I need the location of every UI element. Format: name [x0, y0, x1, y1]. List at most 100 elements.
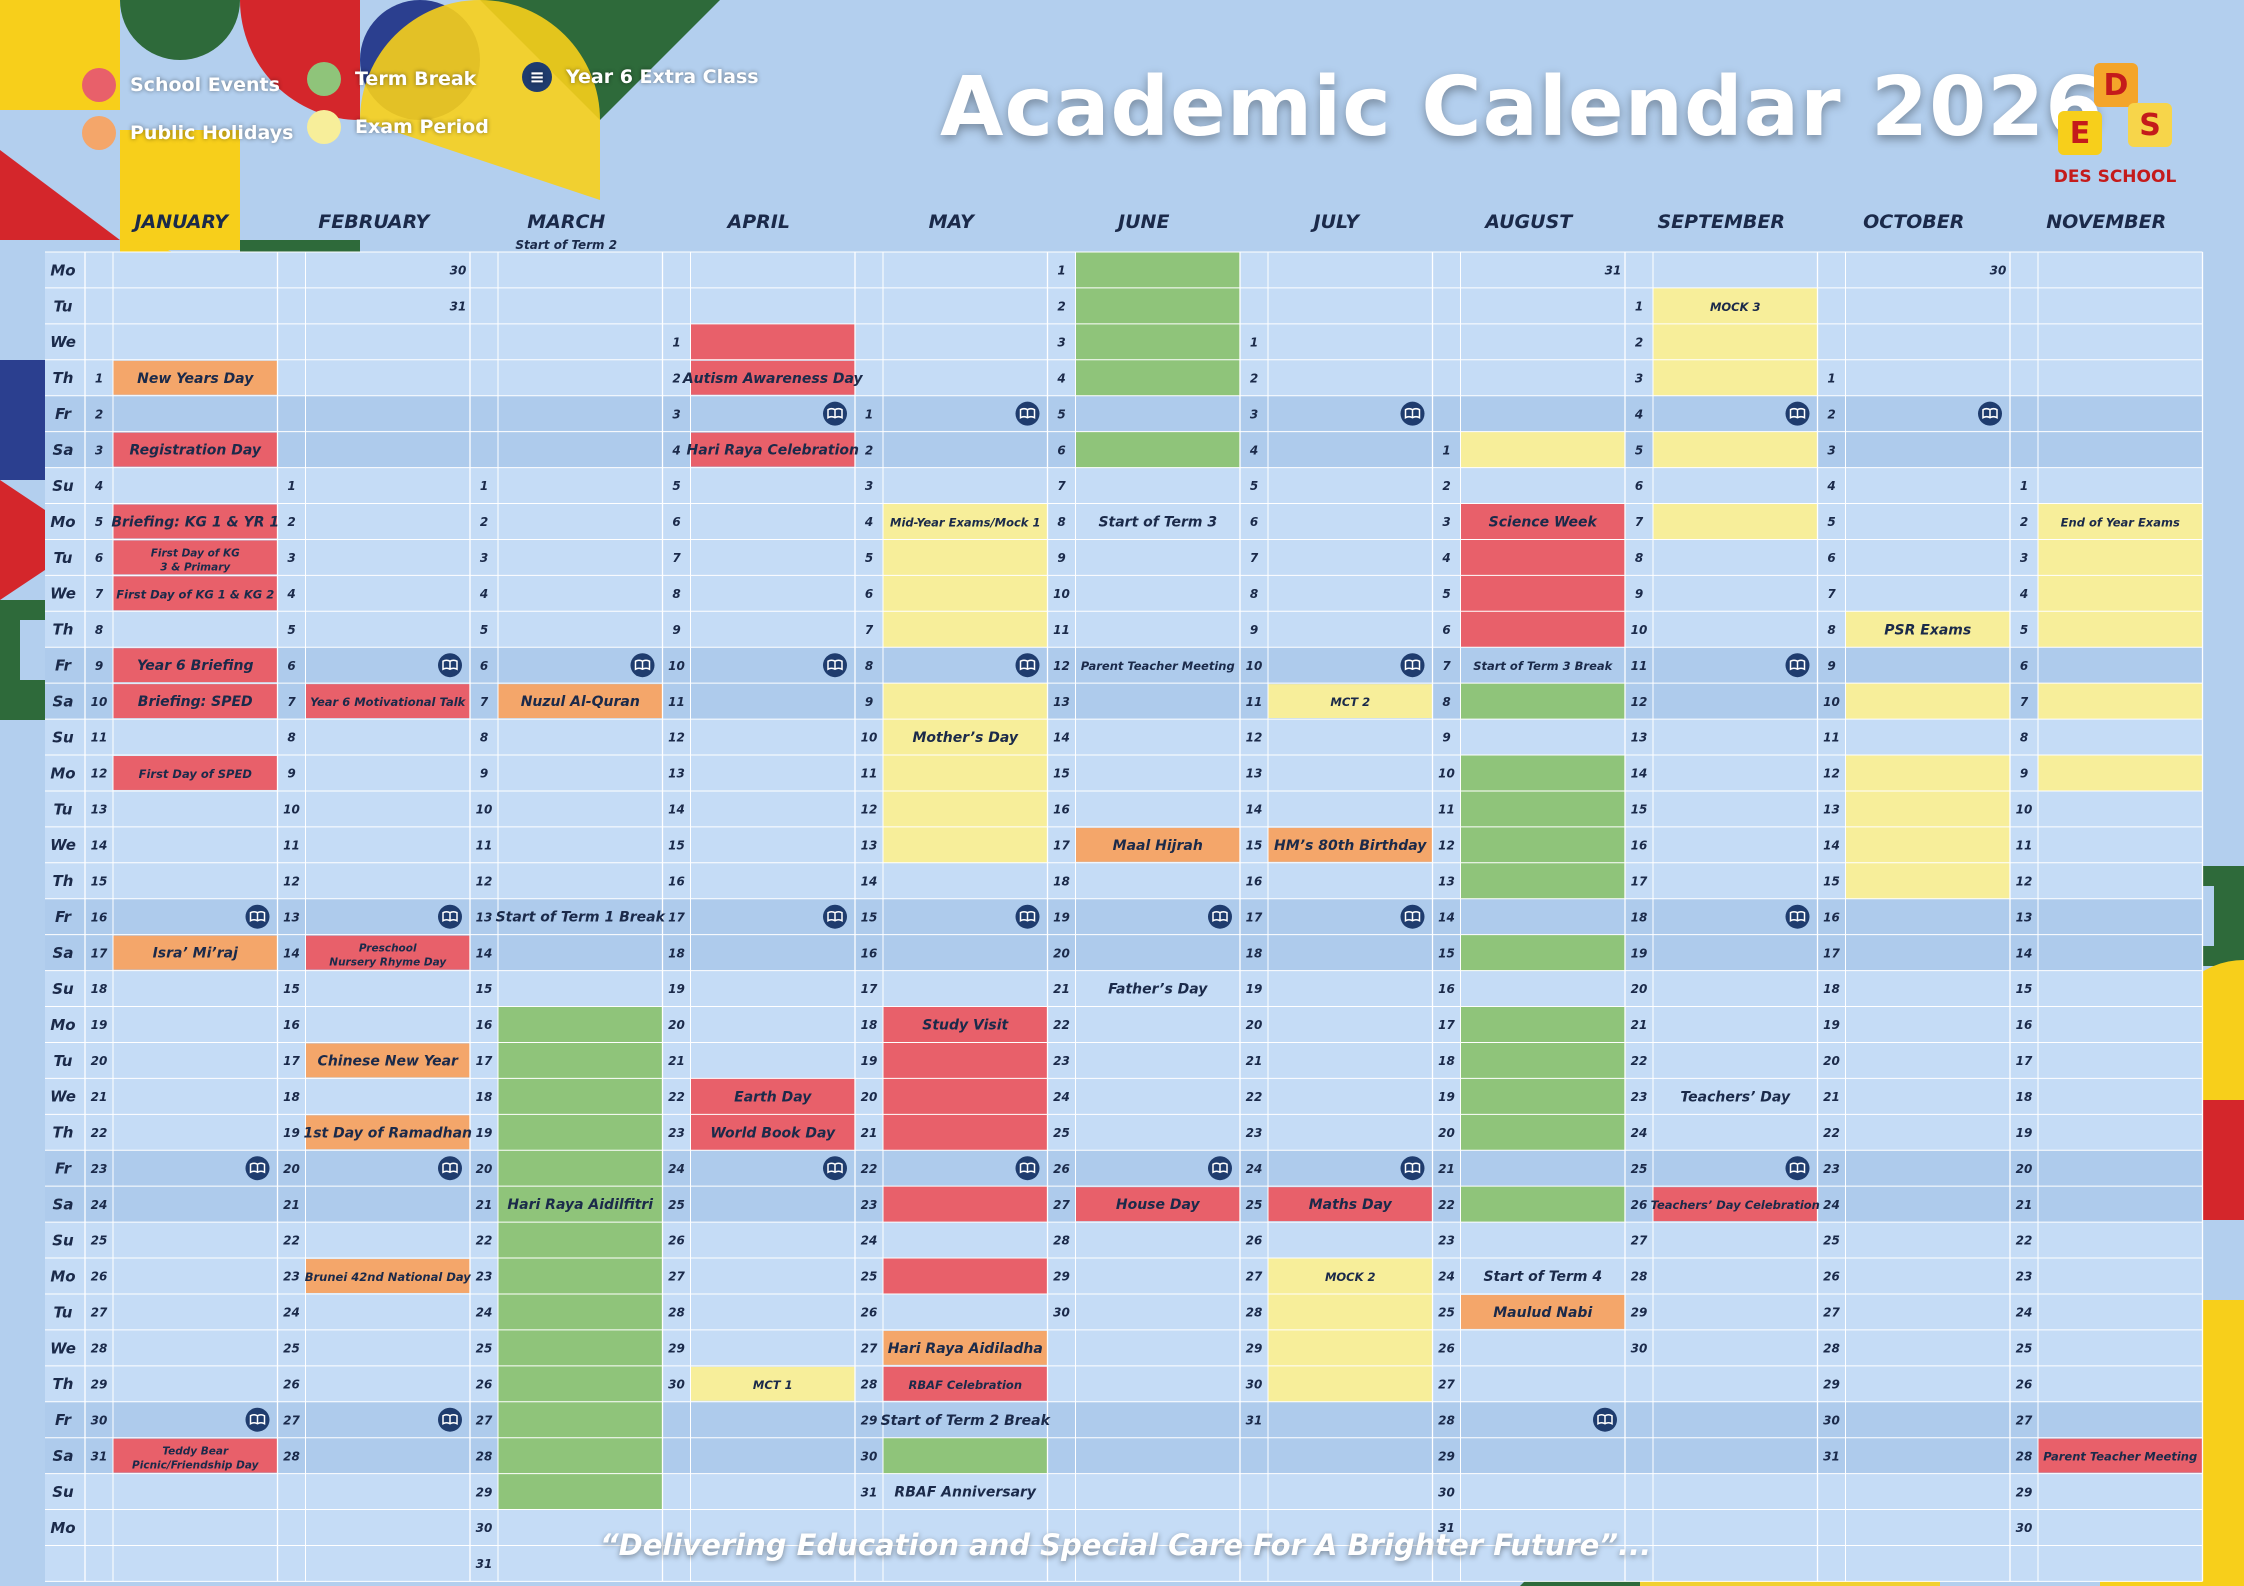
day-number: 30 [91, 1413, 108, 1427]
event-cell [1653, 1187, 1818, 1222]
period-fill [883, 575, 1048, 612]
month-header: JANUARY [130, 211, 230, 233]
day-number: 11 [668, 695, 685, 709]
weekday-label: Mo [50, 261, 75, 279]
legend-item: Term Break [307, 62, 476, 96]
day-number: 14 [1053, 731, 1070, 745]
day-number: 3 [672, 407, 680, 421]
day-number: 24 [1631, 1126, 1648, 1140]
day-number: 3 [2020, 551, 2028, 565]
month-header: FEBRUARY [318, 211, 431, 233]
period-fill [1460, 683, 1625, 720]
event-label: Isra’ Mi’raj [153, 946, 238, 962]
event-label: Hari Raya Celebration [687, 443, 860, 459]
period-fill [498, 1473, 663, 1510]
day-number: 10 [2016, 803, 2033, 817]
day-number: 15 [1246, 839, 1263, 853]
period-fill [2038, 611, 2203, 648]
weekday-label: Mo [50, 1016, 75, 1034]
day-number: 20 [668, 1018, 685, 1032]
weekday-label: Tu [54, 549, 73, 567]
day-number: 15 [2016, 982, 2033, 996]
day-number: 9 [480, 767, 488, 781]
day-number: 19 [283, 1126, 300, 1140]
event-cell [690, 1115, 855, 1150]
day-number: 30 [1990, 264, 2007, 278]
day-number: 13 [1631, 731, 1648, 745]
day-number: 26 [91, 1270, 108, 1284]
day-number: 18 [91, 982, 108, 996]
day-number: 15 [91, 874, 108, 888]
day-number: 23 [861, 1198, 878, 1212]
day-number: 29 [2016, 1485, 2033, 1499]
row-stripe [45, 1473, 2203, 1510]
period-fill [1460, 1114, 1625, 1151]
weekday-label: Mo [50, 513, 75, 531]
day-number: 5 [480, 623, 488, 637]
day-number: 25 [91, 1234, 108, 1248]
day-number: 9 [1057, 551, 1065, 565]
period-fill [883, 1437, 1048, 1474]
event-cell [305, 935, 470, 970]
day-number: 13 [1053, 695, 1070, 709]
day-number: 28 [1438, 1413, 1455, 1427]
period-fill [1653, 503, 1818, 540]
event-cell [498, 684, 663, 719]
day-number: 20 [1823, 1054, 1840, 1068]
day-number: 14 [2016, 946, 2033, 960]
day-number: 27 [668, 1270, 685, 1284]
day-number: 23 [2016, 1270, 2033, 1284]
logo-cube-e: E [2058, 111, 2102, 155]
row-stripe [45, 467, 2203, 504]
day-number: 31 [1823, 1449, 1840, 1463]
day-number: 4 [1826, 479, 1835, 493]
event-cell [1268, 684, 1433, 719]
day-number: 3 [1057, 335, 1065, 349]
weekday-label: Sa [53, 441, 74, 459]
day-number: 3 [1442, 515, 1450, 529]
row-stripe [45, 395, 2203, 432]
day-number: 17 [1246, 910, 1263, 924]
event-label: MCT 2 [1330, 695, 1370, 709]
day-number: 8 [287, 731, 295, 745]
day-number: 17 [668, 910, 685, 924]
book-icon-glyph [442, 910, 458, 922]
day-number: 30 [1631, 1342, 1648, 1356]
event-label: Hari Raya Aidilfitri [507, 1197, 653, 1213]
day-number: 10 [1631, 623, 1648, 637]
day-number: 29 [1631, 1306, 1648, 1320]
day-number: 16 [91, 910, 108, 924]
day-number: 8 [2020, 731, 2028, 745]
row-stripe [45, 1365, 2203, 1402]
row-stripe [45, 1545, 2203, 1582]
day-number: 3 [95, 443, 103, 457]
weekday-label: We [50, 585, 76, 603]
day-number: 11 [1631, 659, 1648, 673]
day-number: 22 [1246, 1090, 1263, 1104]
day-number: 10 [1246, 659, 1263, 673]
period-fill [1845, 862, 2010, 899]
day-number: 3 [1635, 371, 1643, 385]
event-label: Maal Hijrah [1113, 838, 1203, 854]
day-number: 1 [672, 335, 680, 349]
day-number: 20 [1246, 1018, 1263, 1032]
event-label: Teddy Bear [162, 1446, 229, 1458]
period-fill [1460, 1006, 1625, 1043]
period-fill [1268, 1293, 1433, 1330]
book-icon-glyph [634, 659, 651, 671]
day-number: 4 [1056, 371, 1065, 385]
event-label: Nuzul Al-Quran [521, 694, 640, 710]
weekday-label: Sa [53, 1196, 74, 1214]
weekday-label: Th [53, 369, 74, 387]
legend-label: School Events [130, 74, 280, 96]
day-number: 9 [1827, 659, 1835, 673]
day-number: 2 [865, 443, 873, 457]
event-cell [305, 1259, 470, 1293]
day-number: 5 [1250, 479, 1258, 493]
day-number: 23 [668, 1126, 685, 1140]
row-stripe [45, 1437, 2203, 1474]
day-number: 14 [1438, 910, 1455, 924]
day-number: 1 [2020, 479, 2028, 493]
day-number: 27 [1053, 1198, 1070, 1212]
day-number: 31 [476, 1557, 493, 1571]
